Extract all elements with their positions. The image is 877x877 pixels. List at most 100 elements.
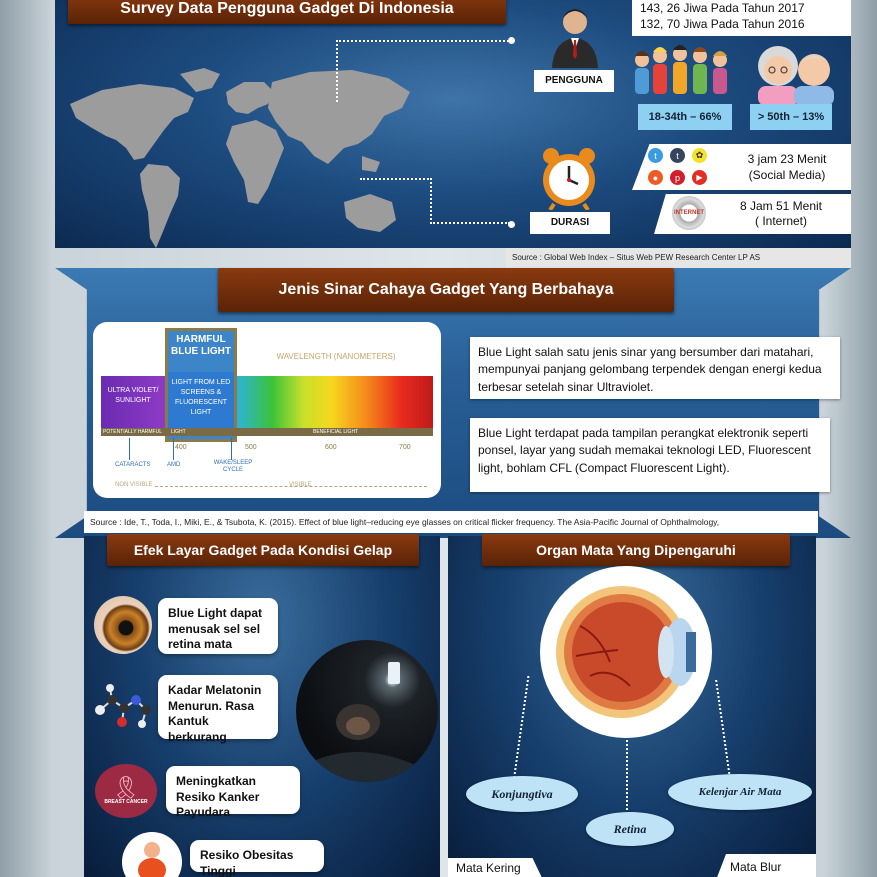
effect-text-3: Meningkatkan Resiko Kanker Payudara xyxy=(176,774,260,820)
world-map xyxy=(70,68,410,248)
durasi-label-box: DURASI xyxy=(530,212,610,234)
label-retina: Retina xyxy=(586,812,674,846)
night-phone-user-photo xyxy=(296,640,438,782)
user-person-icon xyxy=(546,4,604,68)
pinterest-icon: p xyxy=(670,170,685,185)
mata-kering-box: Mata Kering xyxy=(448,858,544,877)
wavelength-label: WAVELENGTH (NANOMETERS) xyxy=(276,352,396,361)
effect-text-1: Blue Light dapat menusak sel sel retina … xyxy=(168,606,262,652)
uv-band xyxy=(101,376,165,428)
effect-text-2: Kadar Melatonin Menurun. Rasa Kantuk ber… xyxy=(168,683,262,744)
mata-kering: Mata Kering xyxy=(456,861,521,875)
internet-label: ( Internet) xyxy=(754,214,808,228)
tick-400: 400 xyxy=(175,444,187,451)
social-time-text: 3 jam 23 Menit (Social Media) xyxy=(728,151,846,183)
effect-item-2: Kadar Melatonin Menurun. Rasa Kantuk ber… xyxy=(158,675,278,744)
elderly-couple-icon xyxy=(748,40,844,106)
survey-title: Survey Data Pengguna Gadget Di Indonesia xyxy=(120,0,454,17)
survey-source-box: Source : Global Web Index – Situs Web PE… xyxy=(506,248,851,268)
connector-dot-pengguna xyxy=(508,37,515,44)
tick-500: 500 xyxy=(245,444,257,451)
uv-label: ULTRA VIOLET/ SUNLIGHT xyxy=(107,387,159,404)
blue-band xyxy=(168,372,234,428)
wake-sleep-label: WAKE/SLEEP CYCLE xyxy=(213,460,253,473)
connector-retina xyxy=(626,740,628,810)
social-media-icons: t t ✿ ● p ▶ xyxy=(648,148,728,188)
wake-sleep-arrow xyxy=(231,438,232,460)
users-2016: 132, 70 Jiwa Pada Tahun 2016 xyxy=(640,17,805,31)
pengguna-label: PENGGUNA xyxy=(545,75,603,86)
pengguna-label-box: PENGGUNA xyxy=(534,70,614,92)
cataracts-arrow xyxy=(129,438,130,460)
young-people-icon xyxy=(630,42,734,104)
organ-title: Organ Mata Yang Dipengaruhi xyxy=(536,542,736,558)
visible-spectrum-band xyxy=(237,376,433,428)
breast-cancer-ribbon-icon: 🎗 BREAST CANCER xyxy=(95,764,157,818)
light-label: LIGHT xyxy=(171,429,186,435)
connector-line-durasi-2 xyxy=(430,178,510,224)
internet-icon-text: INTERNET xyxy=(674,210,704,216)
non-visible-label: NON VISIBLE xyxy=(115,482,153,488)
amd-label: AMD xyxy=(167,462,181,468)
blue-light-desc-1: Blue Light salah satu jenis sinar yang b… xyxy=(478,345,822,394)
connector-dot-durasi xyxy=(508,221,515,228)
connector-line-durasi xyxy=(360,178,432,180)
label-konjungtiva: Konjungtiva xyxy=(466,776,578,812)
connector-line-pengguna xyxy=(336,40,512,102)
eye-iris-image xyxy=(94,596,152,654)
reddit-icon: ● xyxy=(648,170,663,185)
cancer-badge-text: BREAST CANCER xyxy=(104,799,148,805)
survey-source: Source : Global Web Index – Situs Web PE… xyxy=(512,253,761,262)
rays-title: Jenis Sinar Cahaya Gadget Yang Berbahaya xyxy=(278,281,614,298)
effects-title: Efek Layar Gadget Pada Kondisi Gelap xyxy=(133,542,393,558)
obesity-person-icon xyxy=(122,832,182,877)
internet-duration-box: INTERNET 8 Jam 51 Menit ( Internet) xyxy=(654,194,851,234)
age-old-box: > 50th – 13% xyxy=(750,104,832,130)
social-duration-box: t t ✿ ● p ▶ 3 jam 23 Menit (Social Media… xyxy=(632,144,851,190)
legend-bar xyxy=(101,428,433,436)
effect-item-4: Resiko Obesitas Tinggi xyxy=(190,840,324,877)
tick-700: 700 xyxy=(399,444,411,451)
konjungtiva-text: Konjungtiva xyxy=(491,787,553,801)
blue-light-text-1: Blue Light salah satu jenis sinar yang b… xyxy=(470,337,840,399)
snapchat-icon: ✿ xyxy=(692,148,707,163)
effects-title-bar: Efek Layar Gadget Pada Kondisi Gelap xyxy=(107,534,419,566)
visible-range-line xyxy=(155,486,427,487)
cataracts-label: CATARACTS xyxy=(115,462,151,468)
visible-label: VISIBLE xyxy=(289,482,312,488)
label-kelenjar-air-mata: Kelenjar Air Mata xyxy=(668,774,812,810)
internet-globe-icon: INTERNET xyxy=(672,196,706,230)
effect-text-4: Resiko Obesitas Tinggi xyxy=(200,848,294,877)
internet-time: 8 Jam 51 Menit xyxy=(739,199,823,213)
survey-title-bar: Survey Data Pengguna Gadget Di Indonesia xyxy=(68,0,506,24)
harmful-title: HARMFUL BLUE LIGHT xyxy=(171,334,231,357)
potentially-harmful-label: POTENTIALLY HARMFUL xyxy=(103,429,162,435)
twitter-icon: t xyxy=(648,148,663,163)
tumblr-icon: t xyxy=(670,148,685,163)
mata-blur: Mata Blur xyxy=(730,860,782,874)
social-label: (Social Media) xyxy=(748,168,826,182)
internet-time-text: 8 Jam 51 Menit ( Internet) xyxy=(716,199,846,229)
rays-source: Source : Ide, T., Toda, I., Miki, E., & … xyxy=(90,517,720,527)
rays-source-box: Source : Ide, T., Toda, I., Miki, E., & … xyxy=(84,511,818,533)
amd-arrow xyxy=(173,438,174,460)
organ-title-bar: Organ Mata Yang Dipengaruhi xyxy=(482,534,790,566)
users-2017: 143, 26 Jiwa Pada Tahun 2017 xyxy=(640,1,805,15)
social-time: 3 jam 23 Menit xyxy=(747,152,827,166)
kelenjar-text: Kelenjar Air Mata xyxy=(698,786,782,798)
durasi-label: DURASI xyxy=(550,217,590,228)
users-stats-box: 143, 26 Jiwa Pada Tahun 2017 132, 70 Jiw… xyxy=(632,0,851,36)
tick-600: 600 xyxy=(325,444,337,451)
youtube-icon: ▶ xyxy=(692,170,707,185)
blue-source-label: LIGHT FROM LED SCREENS & FLUORESCENT LIG… xyxy=(171,379,231,416)
alarm-clock-icon xyxy=(540,146,598,212)
effect-item-1: Blue Light dapat menusak sel sel retina … xyxy=(158,598,278,654)
age-young-box: 18-34th – 66% xyxy=(638,104,732,130)
blue-light-text-2: Blue Light terdapat pada tampilan perang… xyxy=(470,418,830,492)
blue-light-desc-2: Blue Light terdapat pada tampilan perang… xyxy=(478,426,811,475)
effect-item-3: Meningkatkan Resiko Kanker Payudara xyxy=(166,766,300,819)
age-young: 18-34th – 66% xyxy=(648,111,722,123)
rays-title-bar: Jenis Sinar Cahaya Gadget Yang Berbahaya xyxy=(218,268,674,312)
age-old: > 50th – 13% xyxy=(757,111,825,123)
retina-text: Retina xyxy=(613,822,647,836)
